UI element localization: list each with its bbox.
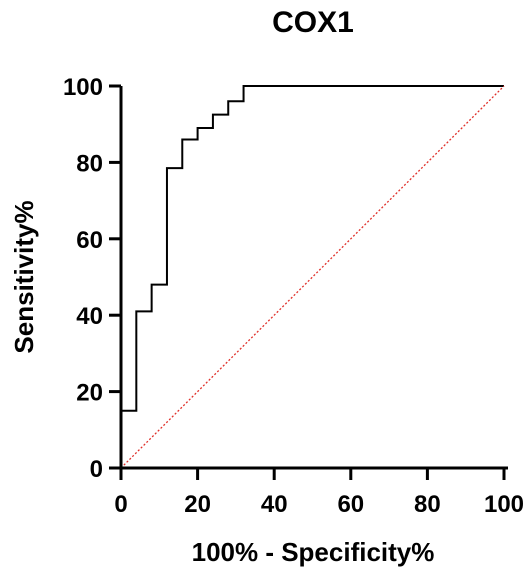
y-tick-label: 40	[76, 303, 103, 330]
chart-title: COX1	[272, 6, 354, 39]
x-tick-group: 0 20 40 60 80 100	[114, 468, 524, 518]
x-tick-label: 60	[337, 491, 364, 518]
y-axis-label: Sensitivity%	[9, 200, 39, 353]
roc-curve-line	[121, 85, 504, 412]
x-tick-label: 100	[484, 491, 524, 518]
series-layer	[120, 85, 505, 469]
y-tick-label: 80	[76, 150, 103, 177]
y-tick-label: 20	[76, 380, 103, 407]
y-tick-label: 100	[63, 74, 103, 101]
y-tick-label: 0	[90, 456, 103, 483]
x-tick-label: 0	[114, 491, 127, 518]
x-tick-label: 20	[184, 491, 211, 518]
reference-diagonal-line	[120, 85, 505, 469]
x-tick-label: 80	[414, 491, 441, 518]
x-tick-label: 40	[261, 491, 288, 518]
y-tick-label: 60	[76, 227, 103, 254]
y-tick-group: 0 20 40 60 80 100	[63, 74, 121, 483]
x-axis-label: 100% - Specificity%	[192, 537, 435, 567]
